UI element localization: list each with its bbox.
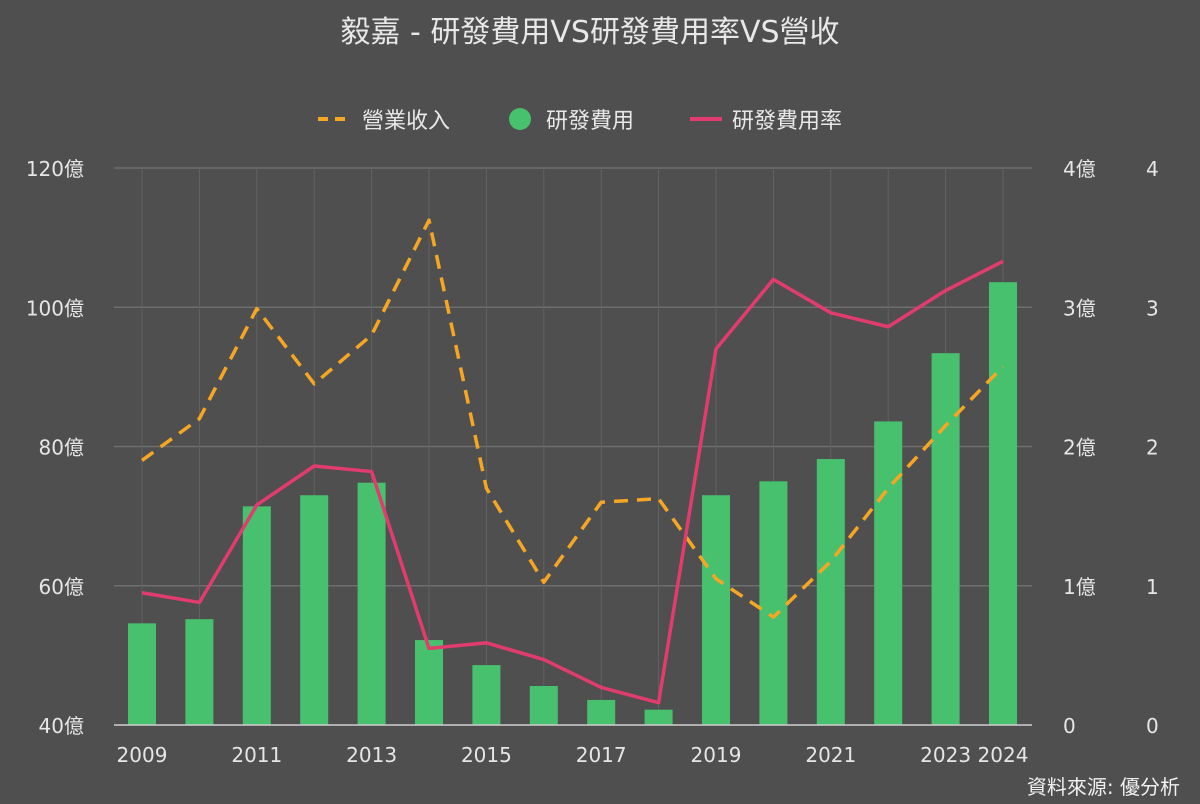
y-tick-label-left: 100億: [26, 296, 84, 320]
x-tick-label: 2023: [920, 743, 971, 767]
y-tick-label-right2: 3: [1146, 296, 1159, 320]
x-tick-label: 2017: [576, 743, 627, 767]
x-tick-label: 2013: [346, 743, 397, 767]
bar-rd-expense: [242, 506, 271, 725]
legend-swatch-rd-expense: [509, 108, 531, 130]
bar-rd-expense: [816, 459, 845, 725]
x-tick-label: 2019: [691, 743, 742, 767]
y-tick-label-right1: 4億: [1063, 157, 1096, 181]
line-revenue: [140, 218, 1005, 619]
legend-label-rd-ratio: 研發費用率: [732, 109, 842, 134]
y-tick-label-left: 120億: [26, 157, 84, 181]
y-tick-label-right1: 2億: [1063, 436, 1096, 460]
x-tick-label: 2015: [461, 743, 512, 767]
bar-rd-expense: [874, 421, 903, 725]
bar-rd-expense: [300, 495, 329, 725]
y-tick-label-right1: 0: [1063, 714, 1076, 738]
bars-rd-expense: [128, 282, 1017, 725]
source-note: 資料來源: 優分析: [1027, 775, 1180, 799]
bar-rd-expense: [931, 353, 960, 725]
legend-label-revenue: 營業收入: [362, 109, 450, 134]
legend: 營業收入 研發費用 研發費用率: [318, 108, 842, 134]
bar-rd-expense: [702, 495, 730, 725]
y-tick-label-right1: 3億: [1063, 296, 1096, 320]
x-tick-label: 2021: [805, 743, 856, 767]
y-tick-label-right2: 0: [1146, 714, 1159, 738]
legend-label-rd-expense: 研發費用: [546, 109, 634, 134]
bar-rd-expense: [989, 282, 1017, 725]
y-tick-label-left: 40億: [39, 714, 84, 738]
bar-rd-expense: [644, 709, 673, 725]
bar-rd-expense: [529, 686, 558, 725]
line-rd-ratio: [141, 259, 1004, 705]
bar-rd-expense: [128, 623, 156, 725]
y-tick-label-left: 60億: [39, 575, 84, 599]
bar-rd-expense: [587, 699, 616, 725]
bar-rd-expense: [185, 619, 214, 725]
y-tick-label-right2: 1: [1146, 575, 1159, 599]
y-tick-label-right2: 4: [1146, 157, 1159, 181]
lines: [140, 218, 1005, 705]
x-tick-label: 2009: [117, 743, 168, 767]
y-tick-label-right2: 2: [1146, 436, 1159, 460]
bar-rd-expense: [415, 640, 443, 725]
axes: 40億 60億 80億 100億 120億 0 1億 2億 3億 4億 0 1 2 3 4 2009 2011 2…: [26, 157, 1159, 767]
chart-title: 毅嘉 - 研發費用VS研發費用率VS營收: [340, 15, 839, 50]
x-tick-label: 2011: [231, 743, 282, 767]
bar-rd-expense: [357, 482, 386, 725]
y-tick-label-left: 80億: [39, 436, 84, 460]
bar-rd-expense: [472, 665, 501, 725]
bar-rd-expense: [759, 481, 788, 725]
y-tick-label-right1: 1億: [1063, 575, 1096, 599]
x-tick-label: 2024: [978, 743, 1029, 767]
